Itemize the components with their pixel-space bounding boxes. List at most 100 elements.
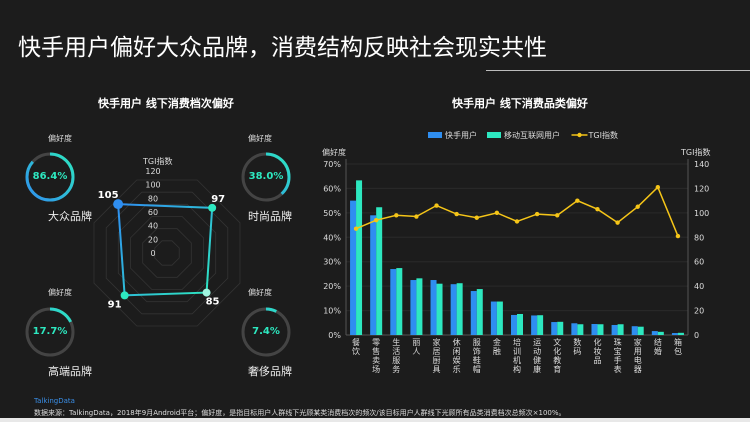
legend-label: 移动互联网用户 [504,130,560,140]
radar-point [120,291,129,300]
tgi-point [514,219,520,224]
y2-tick-label: 20 [694,307,704,316]
tgi-point [675,233,681,239]
bar-mobile [657,331,664,335]
x-tick-label: 培训机构 [513,337,521,374]
radar-tick-label: 120 [145,167,160,176]
title-underline [486,70,750,71]
radar-point [113,199,124,210]
radar-grid-ring [105,191,229,315]
x-tick-label: 家用电器 [634,337,642,374]
radar-tick-label: 20 [148,235,158,244]
footer-note: 数据来源：TalkingData，2018年9月Android平台；偏好度，是指… [34,409,566,417]
x-tick-label: 零售卖场 [372,338,380,374]
gauge-arc [25,307,75,357]
gauge-caption: 偏好度 [48,288,72,297]
gauge-arc [241,307,291,357]
tgi-point [655,185,661,190]
x-tick-label: 数码 [573,337,581,356]
tgi-point [555,213,560,218]
gauge-value: 38.0% [248,171,284,182]
tgi-point [494,210,500,216]
gauge-caption: 偏好度 [248,134,272,143]
y2-tick-label: 80 [694,233,704,242]
tgi-point [474,215,479,220]
x-tick-label: 生活服务 [392,337,400,374]
y-tick-label: 60% [323,184,341,193]
x-tick-label: 结婚 [654,337,662,356]
gauge-name: 大众品牌 [48,210,92,223]
bar-mobile [577,324,584,335]
gauge-name: 奢侈品牌 [248,365,292,378]
tgi-point [635,204,640,209]
bar-mobile [517,313,523,335]
bar-kuaishou [551,322,558,335]
bar-kuaishou [651,331,658,335]
tgi-point [414,214,419,219]
page-title: 快手用户偏好大众品牌，消费结构反映社会现实共性 [18,35,547,61]
y-tick-label: 0% [328,331,341,340]
radar-tick-label: 40 [148,222,158,231]
gauge-name: 高端品牌 [48,365,92,378]
x-tick-label: 箱包 [674,337,682,356]
radar-tick-label: 80 [148,194,158,203]
bar-kuaishou [611,324,618,335]
y-tick-label: 50% [323,209,341,218]
y2-tick-label: 0 [694,331,699,340]
tgi-point [373,217,379,223]
gauge-caption: 偏好度 [48,134,72,143]
x-tick-label: 服饰鞋帽 [473,338,481,374]
bar-kuaishou [631,326,638,335]
radar-series [117,203,214,297]
radar-grid-ring [130,216,204,290]
radar-tick-label: 60 [148,208,158,217]
bar-kuaishou [370,215,377,335]
radar-grid-ring [93,179,241,327]
bar-kuaishou [350,200,357,335]
bar-mobile [396,268,403,335]
bar-kuaishou [410,280,417,335]
bar-mobile [436,283,443,335]
gauge-value: 7.4% [252,326,280,337]
tgi-point [434,203,439,208]
bar-mobile [376,207,383,335]
radar-point [202,288,211,297]
bar-mobile [597,324,604,335]
x-tick-label: 金融 [493,337,501,356]
y-tick-label: 30% [323,258,341,267]
x-tick-label: 丽人 [412,338,420,356]
radar-grid-ring [117,203,217,303]
legend-swatch [428,132,442,138]
x-tick-label: 休闲娱乐 [453,337,461,374]
bar-kuaishou [671,333,678,335]
bar-kuaishou [531,315,538,335]
y-axis-title: 偏好度 [322,147,346,157]
bar-kuaishou [511,314,517,335]
bar-kuaishou [490,301,497,335]
x-tick-label: 家居厨具 [433,337,441,374]
bar-kuaishou [470,291,477,335]
bar-kuaishou [390,269,397,335]
legend-swatch [487,132,501,138]
x-tick-label: 餐饮 [352,338,360,356]
left-panel-title: 快手用户 线下消费档次偏好 [98,97,234,110]
bar-kuaishou [571,323,578,335]
tgi-point [534,211,540,217]
radar-point [208,203,217,212]
tgi-point [454,211,459,217]
gauge-value: 86.4% [32,171,68,182]
x-tick-label: 化妆品 [593,337,601,365]
legend-swatch-dot [577,132,582,138]
gauge-value: 17.7% [32,326,68,337]
legend-label: 快手用户 [445,130,477,140]
brand-logo: TalkingData [34,397,75,405]
y-tick-label: 20% [323,282,341,291]
y2-tick-label: 140 [694,160,709,169]
tgi-line [355,185,679,237]
radar-value-label: 105 [98,190,119,201]
gauge-arc [241,152,291,202]
radar-value-label: 91 [108,299,122,310]
tgi-point [595,206,600,212]
